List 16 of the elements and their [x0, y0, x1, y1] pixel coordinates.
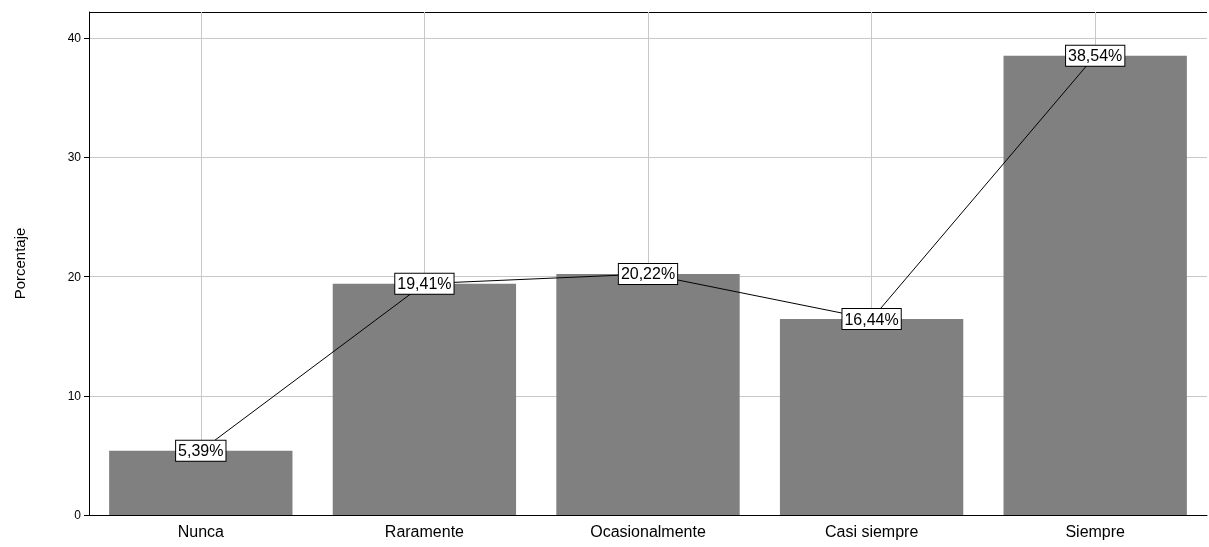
data-label: 38,54% — [1068, 47, 1123, 65]
y-tick-label: 20 — [67, 269, 82, 284]
y-tick-label: 40 — [67, 31, 82, 46]
x-tick-label: Ocasionalmente — [590, 522, 706, 540]
x-tick-label: Nunca — [177, 522, 225, 540]
x-tick-label: Siempre — [1065, 522, 1126, 540]
data-label: 20,22% — [620, 265, 676, 283]
y-tick-label: 30 — [67, 150, 82, 165]
data-label: 16,44% — [844, 310, 899, 328]
y-tick-label: 0 — [74, 508, 82, 522]
x-tick-label: Casi siempre — [824, 522, 919, 540]
y-tick-label: 10 — [67, 388, 82, 403]
data-label: 5,39% — [178, 442, 224, 460]
y-axis-title: Porcentaje — [11, 227, 28, 300]
data-label: 19,41% — [397, 275, 452, 293]
x-tick-label: Raramente — [384, 522, 465, 540]
